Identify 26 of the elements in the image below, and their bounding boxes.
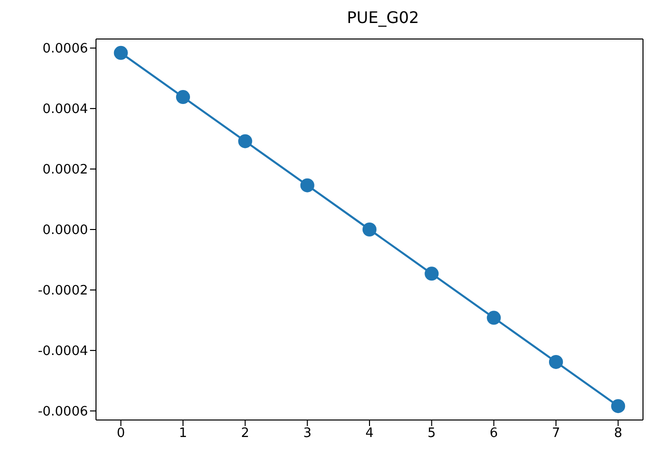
- x-tick-label: 1: [178, 426, 188, 442]
- x-tick-label: 4: [365, 426, 374, 442]
- x-tick-label: 5: [428, 426, 436, 442]
- point: [611, 399, 626, 414]
- point: [300, 178, 314, 192]
- chart-title: PUE_G02: [346, 8, 420, 29]
- point: [486, 310, 501, 325]
- point: [362, 222, 376, 236]
- y-tick-label: 0.0002: [42, 162, 88, 178]
- y-tick-label: -0.0002: [38, 284, 88, 299]
- x-tick-label: 0: [116, 426, 126, 442]
- point: [424, 266, 439, 281]
- x-tick-label: 3: [303, 426, 312, 442]
- y-tick-label: 0.0000: [42, 223, 88, 238]
- y-tick-label: 0.0004: [42, 102, 88, 118]
- y-tick-label: 0.0006: [42, 42, 88, 57]
- point: [548, 354, 563, 369]
- point: [238, 134, 252, 148]
- x-tick-label: 8: [614, 426, 622, 442]
- point: [114, 46, 128, 60]
- x-tick-label: 2: [241, 426, 250, 442]
- point: [176, 90, 190, 104]
- y-tick-label: -0.0004: [38, 344, 88, 360]
- x-tick-label: 6: [490, 426, 498, 442]
- y-tick-label: -0.0006: [38, 404, 88, 420]
- x-tick-label: 7: [552, 426, 560, 442]
